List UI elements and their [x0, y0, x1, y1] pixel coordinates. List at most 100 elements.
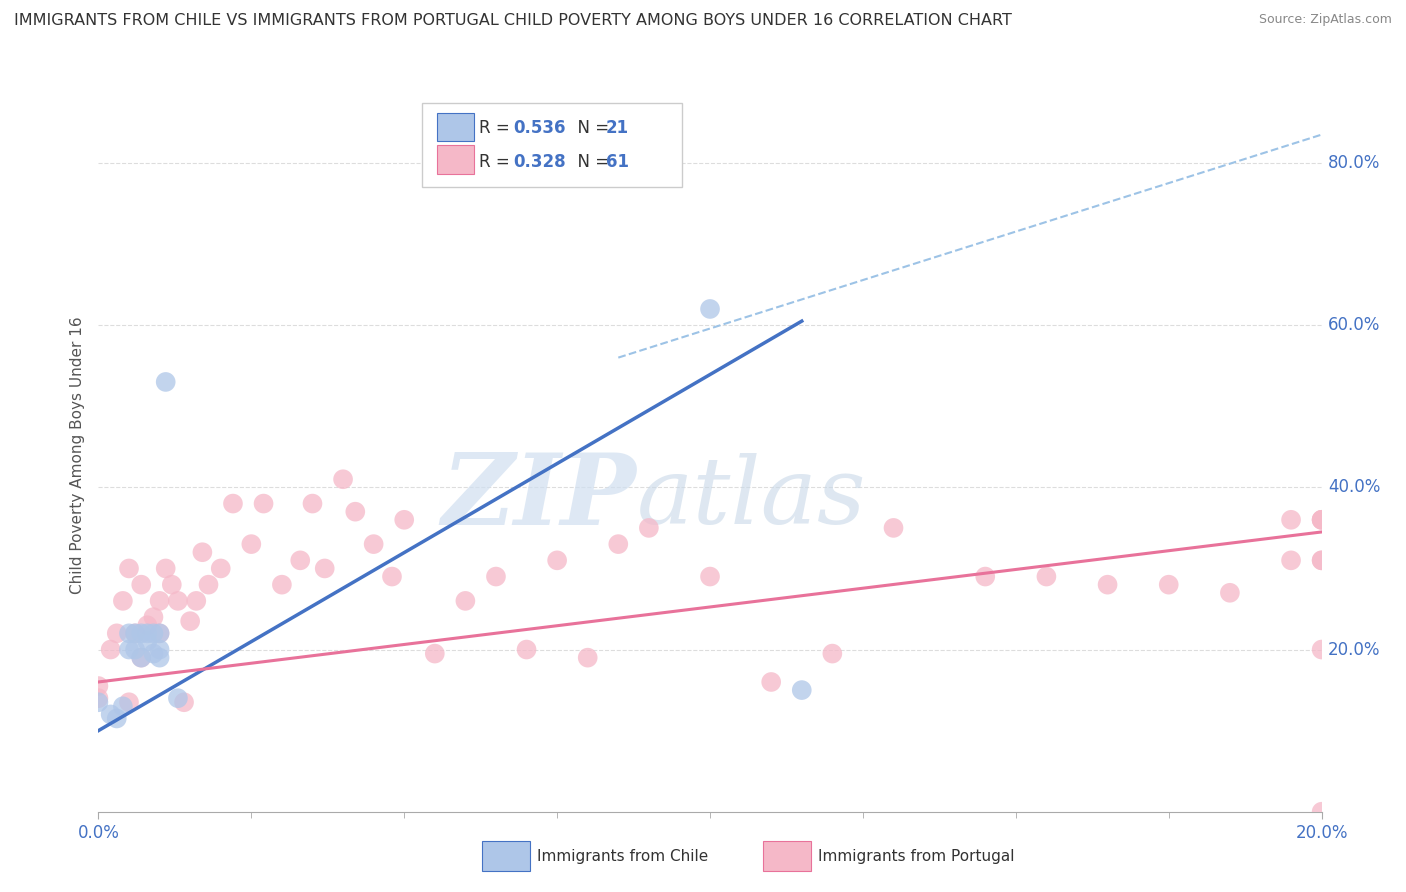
- Text: IMMIGRANTS FROM CHILE VS IMMIGRANTS FROM PORTUGAL CHILD POVERTY AMONG BOYS UNDER: IMMIGRANTS FROM CHILE VS IMMIGRANTS FROM…: [14, 13, 1012, 29]
- Point: [240, 537, 263, 551]
- Point: [105, 626, 128, 640]
- Point: [883, 521, 905, 535]
- Point: [546, 553, 568, 567]
- Point: [270, 577, 292, 591]
- Text: N =: N =: [567, 120, 614, 137]
- Point: [197, 577, 219, 591]
- Text: 0.536: 0.536: [513, 120, 565, 137]
- Point: [129, 650, 152, 665]
- Point: [1097, 577, 1119, 591]
- Point: [167, 594, 190, 608]
- Point: [301, 497, 323, 511]
- Point: [129, 650, 152, 665]
- Point: [149, 626, 172, 640]
- Point: [454, 594, 477, 608]
- Point: [1310, 513, 1333, 527]
- Point: [759, 675, 782, 690]
- Point: [252, 497, 274, 511]
- Point: [124, 626, 146, 640]
- Point: [136, 634, 159, 648]
- Text: N =: N =: [567, 153, 614, 170]
- Point: [392, 513, 416, 527]
- Text: 0.328: 0.328: [513, 153, 565, 170]
- Point: [485, 569, 508, 583]
- Point: [100, 707, 122, 722]
- Point: [790, 683, 813, 698]
- Point: [142, 626, 165, 640]
- Point: [129, 577, 152, 591]
- Point: [118, 626, 141, 640]
- Point: [1310, 553, 1333, 567]
- Point: [1219, 586, 1241, 600]
- Point: [136, 626, 159, 640]
- Point: [111, 699, 134, 714]
- Point: [87, 691, 110, 706]
- Point: [209, 561, 232, 575]
- Text: Immigrants from Chile: Immigrants from Chile: [537, 849, 709, 863]
- Point: [1279, 553, 1302, 567]
- Point: [1310, 513, 1333, 527]
- Point: [1310, 805, 1333, 819]
- Text: 21: 21: [606, 120, 628, 137]
- Point: [173, 695, 195, 709]
- Point: [111, 594, 134, 608]
- Point: [129, 626, 152, 640]
- Point: [381, 569, 404, 583]
- Point: [344, 505, 367, 519]
- Point: [363, 537, 385, 551]
- Point: [423, 647, 446, 661]
- Text: Immigrants from Portugal: Immigrants from Portugal: [818, 849, 1015, 863]
- Text: Source: ZipAtlas.com: Source: ZipAtlas.com: [1258, 13, 1392, 27]
- Point: [332, 472, 354, 486]
- Text: ZIP: ZIP: [441, 450, 637, 546]
- Text: 60.0%: 60.0%: [1327, 316, 1381, 334]
- Point: [118, 695, 141, 709]
- Point: [516, 642, 538, 657]
- Point: [105, 711, 128, 725]
- Point: [974, 569, 997, 583]
- Point: [124, 626, 146, 640]
- Point: [191, 545, 214, 559]
- Point: [607, 537, 630, 551]
- Text: 61: 61: [606, 153, 628, 170]
- Point: [1035, 569, 1057, 583]
- Text: 20.0%: 20.0%: [1327, 640, 1381, 658]
- Point: [1279, 513, 1302, 527]
- Point: [576, 650, 599, 665]
- Point: [699, 301, 721, 316]
- Text: R =: R =: [479, 120, 516, 137]
- Point: [136, 618, 159, 632]
- Y-axis label: Child Poverty Among Boys Under 16: Child Poverty Among Boys Under 16: [69, 316, 84, 594]
- Point: [149, 594, 172, 608]
- Point: [160, 577, 183, 591]
- Point: [155, 375, 177, 389]
- Text: atlas: atlas: [637, 453, 866, 542]
- Point: [149, 650, 172, 665]
- Point: [87, 679, 110, 693]
- Point: [167, 691, 190, 706]
- Point: [155, 561, 177, 575]
- Text: 80.0%: 80.0%: [1327, 154, 1381, 172]
- Point: [699, 569, 721, 583]
- Point: [179, 614, 201, 628]
- Text: 40.0%: 40.0%: [1327, 478, 1381, 496]
- Point: [1157, 577, 1180, 591]
- Point: [149, 626, 172, 640]
- Point: [314, 561, 336, 575]
- Point: [1310, 513, 1333, 527]
- Point: [637, 521, 661, 535]
- Point: [118, 561, 141, 575]
- Point: [290, 553, 312, 567]
- Point: [124, 642, 146, 657]
- Point: [87, 695, 110, 709]
- Point: [1310, 642, 1333, 657]
- Text: R =: R =: [479, 153, 516, 170]
- Point: [118, 642, 141, 657]
- Point: [1310, 553, 1333, 567]
- Point: [222, 497, 245, 511]
- Point: [142, 610, 165, 624]
- Point: [100, 642, 122, 657]
- Point: [142, 647, 165, 661]
- Point: [821, 647, 844, 661]
- Point: [186, 594, 208, 608]
